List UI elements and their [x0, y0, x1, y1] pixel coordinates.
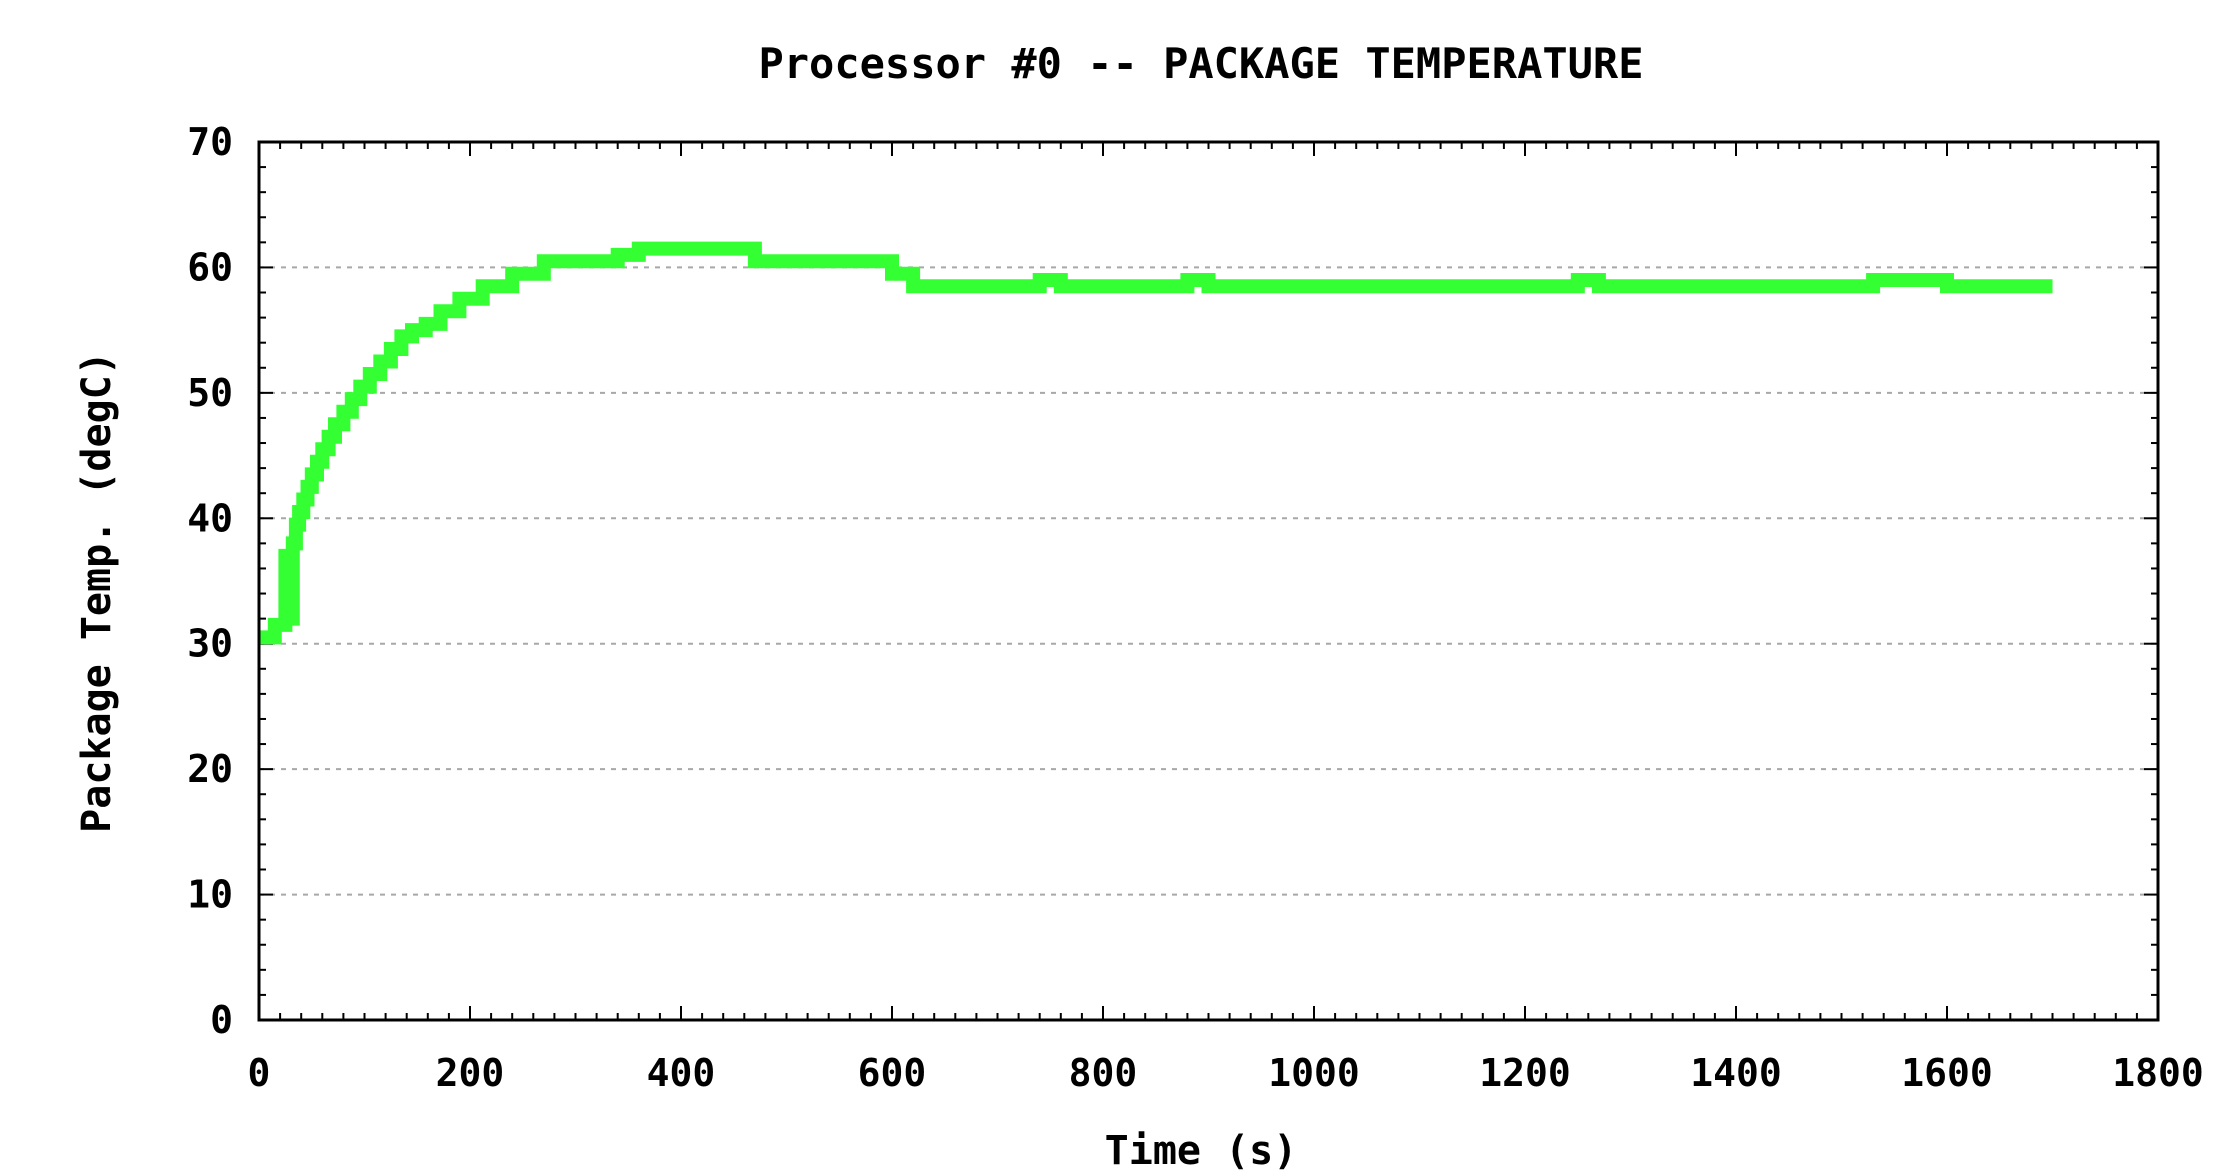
chart-title: Processor #0 -- PACKAGE TEMPERATURE	[758, 39, 1643, 88]
x-tick-label: 800	[1069, 1051, 1138, 1095]
y-tick-label: 40	[187, 496, 233, 540]
y-tick-label: 30	[187, 622, 233, 666]
x-tick-label: 0	[248, 1051, 271, 1095]
x-tick-labels: 0 200 400 600 800 1000 1200 1400 1600 1800	[248, 1051, 2204, 1095]
y-tick-labels: 0 10 20 30 40 50 60 70	[187, 120, 233, 1042]
x-tick-label: 1000	[1268, 1051, 1360, 1095]
series-line-0	[259, 241, 2053, 645]
series-layer	[259, 241, 2053, 645]
x-tick-label: 1800	[2112, 1051, 2204, 1095]
x-tick-label: 1600	[1901, 1051, 1993, 1095]
y-tick-label: 20	[187, 747, 233, 791]
y-tick-label: 0	[210, 998, 233, 1042]
y-tick-label: 50	[187, 371, 233, 415]
x-tick-label: 1200	[1479, 1051, 1571, 1095]
grid-layer	[259, 266, 2158, 896]
y-tick-label: 10	[187, 873, 233, 917]
x-tick-label: 200	[436, 1051, 505, 1095]
y-tick-label: 70	[187, 120, 233, 164]
y-tick-label: 60	[187, 245, 233, 289]
y-axis-label: Package Temp. (degC)	[74, 351, 120, 833]
x-tick-label: 400	[647, 1051, 716, 1095]
x-tick-label: 1400	[1690, 1051, 1782, 1095]
x-tick-label: 600	[858, 1051, 927, 1095]
x-axis-label: Time (s)	[1105, 1128, 1298, 1174]
plot-frame	[257, 140, 2160, 1022]
